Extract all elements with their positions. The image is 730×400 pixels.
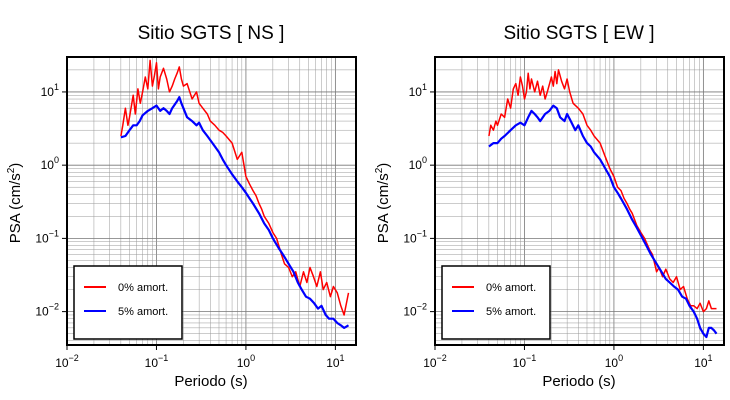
x-axis-label: Periodo (s) bbox=[542, 373, 615, 390]
y-tick-label: 100 bbox=[41, 155, 59, 172]
legend-label-1: 5% amort. bbox=[486, 306, 536, 318]
y-tick-label: 10−2 bbox=[403, 302, 427, 319]
series-line-0 bbox=[488, 69, 717, 313]
series-line-0 bbox=[120, 59, 350, 316]
chart-title: Sitio SGTS [ NS ] bbox=[138, 23, 285, 44]
legend-label-0: 0% amort. bbox=[118, 282, 168, 294]
series-line-1 bbox=[488, 104, 718, 339]
legend: 0% amort. 5% amort. bbox=[441, 265, 551, 340]
x-axis-label: Periodo (s) bbox=[174, 373, 247, 390]
y-axis-label: PSA (cm/s2) bbox=[374, 163, 392, 244]
series-line-1 bbox=[120, 96, 350, 329]
chart-panel-ns: Sitio SGTS [ NS ] 10−2 10−1 100 101 10−2 10−1… bbox=[6, 23, 357, 390]
chart-panel-ew: Sitio SGTS [ EW ] 10−2 10−1 100 101 10−2 10−1… bbox=[374, 23, 725, 390]
y-tick-label: 10−2 bbox=[35, 302, 59, 319]
legend: 0% amort. 5% amort. bbox=[73, 265, 183, 340]
x-tick-label: 100 bbox=[237, 353, 255, 370]
x-tick-label: 100 bbox=[605, 353, 623, 370]
y-tick-label: 101 bbox=[409, 82, 427, 99]
y-axis-label: PSA (cm/s2) bbox=[6, 163, 24, 244]
x-tick-label: 10−2 bbox=[423, 353, 447, 370]
y-tick-label: 100 bbox=[409, 155, 427, 172]
legend-label-1: 5% amort. bbox=[118, 306, 168, 318]
plot-frame bbox=[434, 56, 725, 346]
x-tick-label: 10−1 bbox=[513, 353, 537, 370]
y-tick-label: 10−1 bbox=[35, 228, 59, 245]
x-tick-label: 10−1 bbox=[145, 353, 169, 370]
y-tick-label: 101 bbox=[41, 82, 59, 99]
x-tick-label: 10−2 bbox=[55, 353, 79, 370]
y-tick-label: 10−1 bbox=[403, 228, 427, 245]
x-tick-label: 101 bbox=[326, 353, 344, 370]
legend-label-0: 0% amort. bbox=[486, 282, 536, 294]
chart-title: Sitio SGTS [ EW ] bbox=[504, 23, 655, 44]
x-tick-label: 101 bbox=[694, 353, 712, 370]
plot-frame bbox=[66, 56, 357, 346]
legend-box bbox=[73, 265, 183, 340]
legend-box bbox=[441, 265, 551, 340]
